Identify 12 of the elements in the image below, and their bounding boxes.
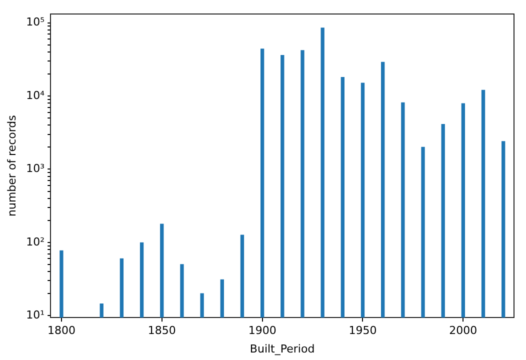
x-tick-label: 1850 [148, 324, 176, 338]
x-tick-label: 1800 [47, 324, 76, 338]
y-tick-label: 10² [26, 235, 45, 248]
y-tick-label: 10³ [26, 162, 45, 176]
y-tick-label: 10¹ [26, 308, 45, 322]
y-tick-label: 10⁴ [26, 88, 46, 102]
x-tick-label: 1900 [248, 324, 276, 338]
x-axis-title: Built_Period [250, 342, 315, 356]
x-tick-label: 1950 [348, 324, 377, 338]
x-tick-label: 2000 [449, 324, 478, 338]
y-tick-label: 10⁵ [26, 16, 45, 29]
y-axis-title: number of records [5, 114, 18, 217]
